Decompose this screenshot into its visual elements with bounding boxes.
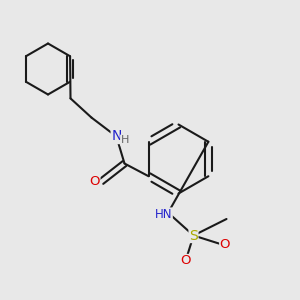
- Text: S: S: [189, 229, 198, 242]
- Text: O: O: [220, 238, 230, 251]
- Text: O: O: [89, 175, 100, 188]
- Text: O: O: [180, 254, 190, 268]
- Text: N: N: [111, 130, 122, 143]
- Text: HN: HN: [155, 208, 172, 221]
- Text: H: H: [121, 135, 129, 145]
